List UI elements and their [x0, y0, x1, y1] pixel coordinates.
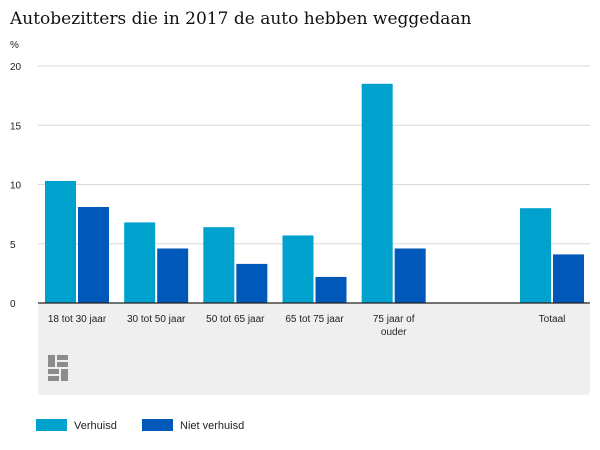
bar-niet-verhuisd — [315, 276, 347, 303]
legend-swatch-niet-verhuisd — [142, 419, 173, 431]
cbs-logo-block-6 — [61, 369, 68, 381]
cbs-logo-block-1 — [48, 355, 55, 367]
gridlines — [38, 65, 590, 245]
bar-verhuisd — [124, 222, 156, 303]
chart-title: Autobezitters die in 2017 de auto hebben… — [9, 9, 472, 29]
category-label: 30 tot 50 jaar — [127, 314, 186, 325]
y-tick-label: 0 — [10, 299, 16, 310]
bar-verhuisd — [282, 235, 314, 303]
category-label: ouder — [381, 327, 407, 338]
bar-niet-verhuisd — [78, 207, 109, 303]
cbs-logo-block-2 — [57, 355, 68, 360]
category-labels: 18 tot 30 jaar 30 tot 50 jaar 50 tot 65 ja… — [48, 314, 566, 338]
bar-niet-verhuisd — [553, 254, 585, 303]
category-label: Totaal — [539, 314, 566, 325]
legend-label-niet-verhuisd: Niet verhuisd — [180, 420, 244, 432]
bar-verhuisd — [45, 180, 76, 303]
category-label: 50 tot 65 jaar — [206, 314, 265, 325]
y-tick-label: 10 — [10, 181, 22, 192]
category-label: 75 jaar of — [373, 314, 415, 325]
legend: Verhuisd Niet verhuisd — [36, 419, 244, 432]
y-tick-label: 15 — [10, 121, 22, 132]
cbs-logo-block-4 — [48, 369, 59, 374]
bar-verhuisd — [361, 83, 393, 304]
legend-label-verhuisd: Verhuisd — [74, 420, 117, 432]
bars — [45, 83, 585, 304]
y-tick-label: 5 — [10, 240, 16, 251]
bar-niet-verhuisd — [394, 248, 426, 303]
cbs-logo-block-3 — [57, 362, 68, 367]
legend-swatch-verhuisd — [36, 419, 67, 431]
bar-verhuisd — [520, 208, 552, 303]
cbs-logo — [48, 355, 68, 381]
y-axis-ticks: 0 5 10 15 20 — [10, 62, 22, 310]
y-axis-unit: % — [10, 40, 19, 51]
bar-verhuisd — [203, 227, 235, 303]
bar-niet-verhuisd — [236, 263, 268, 303]
category-label: 18 tot 30 jaar — [48, 314, 107, 325]
category-panel — [38, 303, 590, 395]
bar-niet-verhuisd — [157, 248, 189, 303]
cbs-logo-block-5 — [48, 376, 59, 381]
category-label: 65 tot 75 jaar — [285, 314, 344, 325]
y-tick-label: 20 — [10, 62, 22, 73]
